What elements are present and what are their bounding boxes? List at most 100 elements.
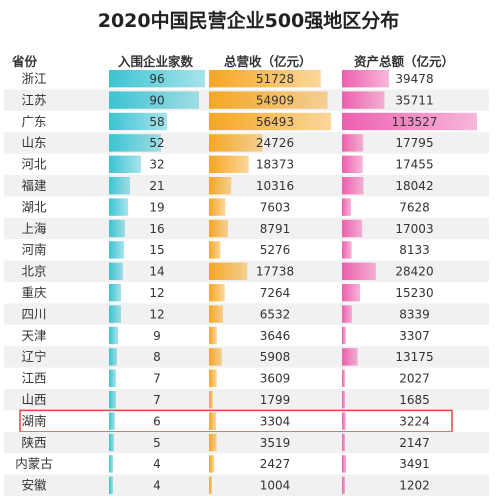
assets-value: 15230 [395,286,433,300]
province-label: 河北 [21,157,47,172]
companies-value: 21 [149,179,164,193]
companies-value: 14 [149,265,164,279]
assets-bar [342,369,345,387]
revenue-value: 17738 [256,265,294,279]
assets-bar [342,112,477,131]
revenue-bar [209,348,222,366]
companies-bar [109,262,123,280]
revenue-bar [209,262,248,280]
assets-bar [342,455,347,473]
companies-bar [109,198,128,216]
revenue-bar [209,412,217,430]
companies-value: 58 [149,115,164,129]
province-label: 湖北 [21,199,47,214]
companies-value: 9 [153,329,161,343]
province-label: 山西 [21,392,46,407]
companies-bar [109,155,141,173]
assets-value: 3491 [399,457,430,471]
assets-bar [342,391,345,409]
province-label: 陕西 [21,435,46,450]
assets-bar [342,241,352,259]
revenue-value: 5276 [260,243,291,257]
companies-value: 8 [153,350,161,364]
assets-bar [342,134,364,152]
row-stripe [4,389,489,411]
companies-value: 52 [149,136,164,150]
province-label: 内蒙古 [15,456,53,471]
header-assets: 资产总额（亿元） [354,54,455,69]
revenue-bar [209,326,217,345]
assets-value: 113527 [392,115,438,129]
companies-value: 12 [149,307,164,321]
province-label: 北京 [21,264,46,279]
companies-bar [109,177,130,195]
assets-bar [342,70,389,88]
chart-title: 2020中国民营企业500强地区分布 [97,10,400,32]
revenue-value: 10316 [256,179,294,193]
companies-bar [109,455,113,473]
assets-value: 17003 [395,222,433,236]
assets-bar [342,262,376,280]
assets-value: 8133 [399,243,430,257]
row-stripe [4,474,489,496]
revenue-value: 3519 [260,436,291,450]
companies-value: 15 [149,243,164,257]
province-label: 四川 [21,306,46,321]
companies-bar [109,241,124,259]
revenue-bar [209,455,215,473]
companies-value: 12 [149,286,164,300]
companies-value: 4 [153,479,161,493]
companies-bar [109,412,115,430]
assets-bar [342,177,364,195]
revenue-value: 1799 [260,393,291,407]
companies-bar [109,70,205,88]
companies-value: 6 [153,414,161,428]
assets-bar [342,305,352,323]
province-label: 福建 [21,178,47,193]
revenue-bar [209,219,228,238]
companies-bar [109,219,125,238]
revenue-bar [209,198,226,216]
revenue-value: 5908 [260,350,291,364]
assets-value: 18042 [395,179,433,193]
companies-value: 4 [153,457,161,471]
companies-bar [109,476,113,494]
province-label: 山东 [21,135,46,150]
revenue-bar [209,305,224,323]
companies-value: 32 [149,158,164,172]
revenue-value: 8791 [260,222,291,236]
companies-value: 16 [149,222,164,236]
companies-bar [109,112,167,131]
assets-value: 3224 [399,414,430,428]
companies-bar [109,433,114,452]
companies-bar [109,91,199,109]
companies-bar [109,369,116,387]
revenue-value: 6532 [260,307,291,321]
revenue-bar [209,112,331,131]
companies-bar [109,348,117,366]
province-label: 江苏 [21,92,46,107]
assets-bar [342,91,385,109]
revenue-value: 51728 [256,72,294,86]
province-label: 浙江 [21,71,46,86]
assets-value: 2147 [399,436,430,450]
assets-bar [342,433,345,452]
revenue-value: 56493 [256,115,294,129]
assets-bar [342,326,346,345]
revenue-value: 3304 [260,414,291,428]
revenue-bar [209,284,225,302]
province-label: 天津 [21,328,46,343]
assets-value: 35711 [395,93,433,107]
header-companies: 入围企业家数 [118,54,194,69]
province-label: 上海 [21,221,47,236]
companies-value: 19 [149,200,164,214]
revenue-value: 1004 [260,479,291,493]
province-label: 湖南 [21,413,46,428]
companies-value: 96 [149,72,164,86]
revenue-value: 3646 [260,329,291,343]
province-label: 安徽 [21,478,47,493]
highlight-box [19,409,453,433]
assets-value: 17455 [395,158,433,172]
province-label: 重庆 [21,285,47,300]
